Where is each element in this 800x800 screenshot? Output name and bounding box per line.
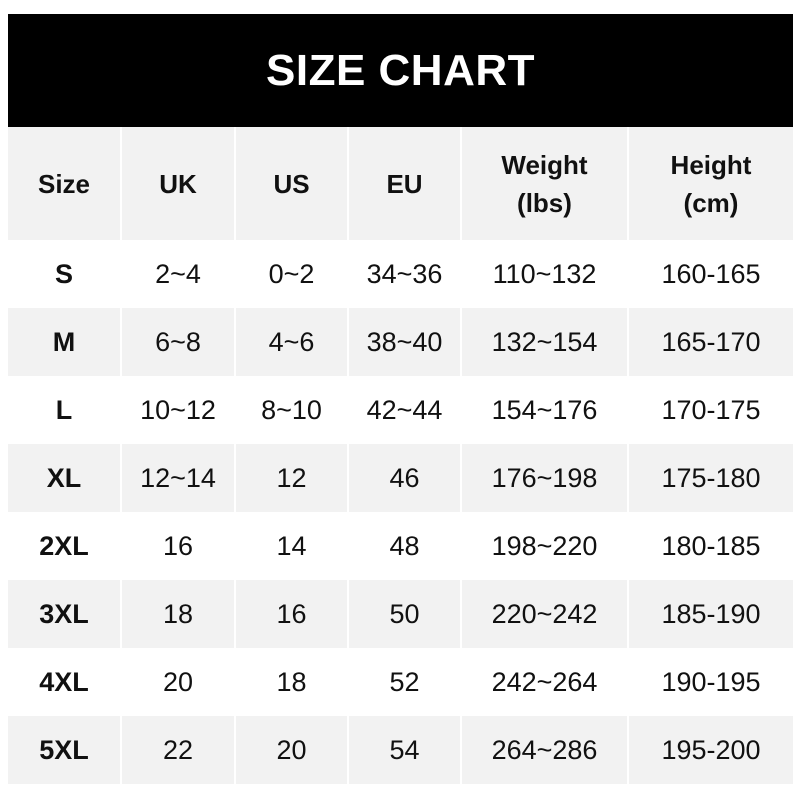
cell-uk: 16 [120, 512, 235, 580]
cell-eu: 54 [347, 716, 461, 784]
size-chart: SIZE CHART Size UK US EU Weight (lbs) Hei… [8, 14, 793, 784]
header-uk: UK [120, 127, 235, 240]
cell-uk: 2~4 [120, 240, 235, 308]
cell-weight: 176~198 [460, 444, 628, 512]
cell-uk: 18 [120, 580, 235, 648]
cell-height: 170-175 [627, 376, 793, 444]
table-row: L 10~12 8~10 42~44 154~176 170-175 [8, 376, 793, 444]
header-height: Height (cm) [627, 127, 793, 240]
cell-height: 195-200 [627, 716, 793, 784]
cell-size: 5XL [8, 716, 121, 784]
size-table: Size UK US EU Weight (lbs) Height (cm) S 2~… [8, 127, 793, 784]
cell-weight: 220~242 [460, 580, 628, 648]
header-height-line2: (cm) [683, 187, 739, 218]
cell-height: 175-180 [627, 444, 793, 512]
cell-us: 0~2 [234, 240, 348, 308]
table-row: S 2~4 0~2 34~36 110~132 160-165 [8, 240, 793, 308]
cell-us: 18 [234, 648, 348, 716]
table-row: 3XL 18 16 50 220~242 185-190 [8, 580, 793, 648]
table-row: XL 12~14 12 46 176~198 175-180 [8, 444, 793, 512]
cell-uk: 10~12 [120, 376, 235, 444]
cell-height: 160-165 [627, 240, 793, 308]
cell-size: 2XL [39, 530, 89, 561]
cell-weight: 264~286 [460, 716, 628, 784]
cell-height: 180-185 [627, 512, 793, 580]
header-height-line1: Height [670, 149, 752, 180]
cell-weight: 198~220 [460, 512, 628, 580]
table-row: 2XL 16 14 48 198~220 180-185 [8, 512, 793, 580]
table-row: 5XL 22 20 54 264~286 195-200 [8, 716, 793, 784]
cell-weight: 242~264 [460, 648, 628, 716]
cell-weight: 132~154 [460, 308, 628, 376]
cell-uk: 12~14 [120, 444, 235, 512]
cell-weight: 154~176 [460, 376, 628, 444]
cell-eu: 46 [347, 444, 461, 512]
header-weight-line2: (lbs) [517, 187, 572, 218]
cell-size: XL [8, 444, 121, 512]
header-size: Size [8, 127, 121, 240]
cell-uk: 22 [120, 716, 235, 784]
header-weight: Weight (lbs) [460, 127, 628, 240]
table-row: 4XL 20 18 52 242~264 190-195 [8, 648, 793, 716]
cell-size: S [54, 258, 73, 289]
cell-eu: 34~36 [347, 240, 461, 308]
cell-size: 4XL [39, 666, 89, 697]
cell-us: 14 [234, 512, 348, 580]
cell-us: 4~6 [234, 308, 348, 376]
cell-us: 16 [234, 580, 348, 648]
cell-eu: 50 [347, 580, 461, 648]
cell-eu: 38~40 [347, 308, 461, 376]
cell-height: 165-170 [627, 308, 793, 376]
cell-us: 8~10 [234, 376, 348, 444]
cell-us: 12 [234, 444, 348, 512]
cell-uk: 20 [120, 648, 235, 716]
cell-size: M [8, 308, 121, 376]
cell-eu: 52 [347, 648, 461, 716]
cell-us: 20 [234, 716, 348, 784]
header-row: Size UK US EU Weight (lbs) Height (cm) [8, 127, 793, 240]
cell-uk: 6~8 [120, 308, 235, 376]
cell-size: L [55, 394, 73, 425]
chart-title: SIZE CHART [8, 14, 793, 127]
header-us: US [234, 127, 348, 240]
cell-size: 3XL [8, 580, 121, 648]
cell-height: 185-190 [627, 580, 793, 648]
cell-weight: 110~132 [460, 240, 628, 308]
header-eu: EU [347, 127, 461, 240]
header-weight-line1: Weight [501, 149, 588, 180]
cell-eu: 48 [347, 512, 461, 580]
cell-eu: 42~44 [347, 376, 461, 444]
cell-height: 190-195 [627, 648, 793, 716]
table-row: M 6~8 4~6 38~40 132~154 165-170 [8, 308, 793, 376]
